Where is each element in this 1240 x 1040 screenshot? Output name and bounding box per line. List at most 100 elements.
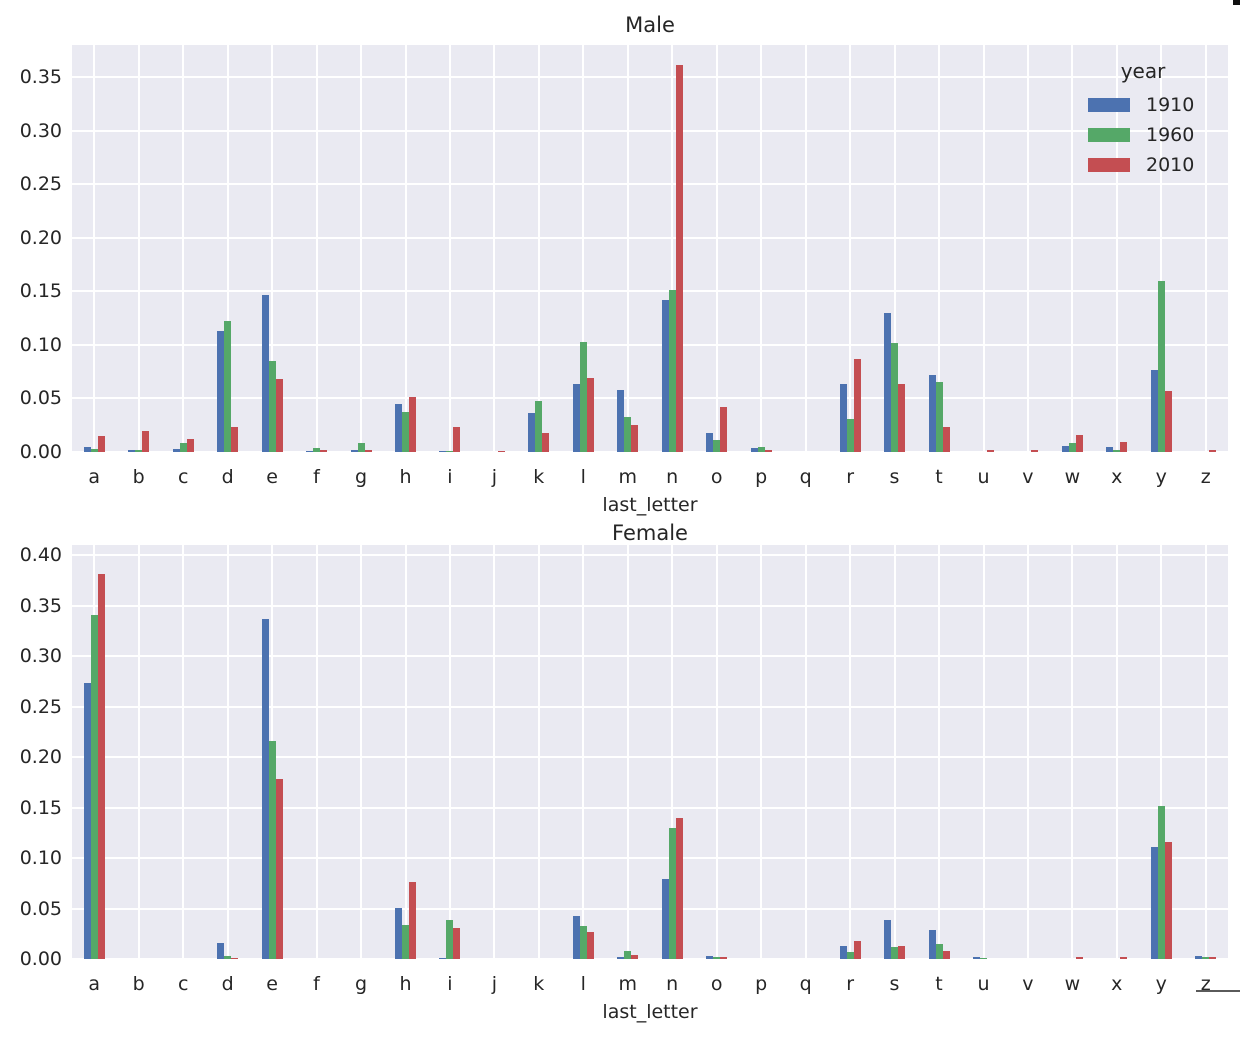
x-tick-label-q: q [799,466,812,488]
bar-1960-p [757,446,765,452]
gridline [1071,45,1074,452]
gridline [72,806,1228,809]
bar-1910-y [1150,369,1158,452]
bar-2010-o [720,407,728,452]
bar-1960-i [446,919,454,959]
y-tick-label: 0.05 [19,387,62,410]
gridline [1071,545,1074,959]
y-tick-label: 0.10 [19,847,62,869]
bar-2010-d [231,958,239,959]
female-chart-title: Female [612,521,688,545]
bar-2010-y [1164,841,1172,959]
gridline [626,545,629,959]
bar-2010-p [764,449,772,452]
bar-1910-b [128,449,136,452]
gridline [1115,45,1118,452]
bar-2010-x [1120,957,1128,959]
y-tick-label: 0.05 [19,897,62,920]
x-tick-label-r: r [846,466,854,488]
gridline [271,45,274,452]
legend-entry-1960: 1960 [1068,120,1218,150]
bar-2010-r [853,358,861,452]
gridline [360,545,362,959]
x-tick-label-f: f [313,973,320,995]
x-tick-label-p: p [755,973,768,995]
screenshot-artifact-bottom-right [1196,990,1240,992]
gridline [404,45,407,452]
legend-label-1960: 1960 [1146,124,1195,146]
bar-1910-o [706,956,714,959]
y-tick-label: 0.00 [19,948,62,970]
gridline [72,129,1228,132]
bar-1910-g [350,449,358,452]
x-tick-label-e: e [266,973,278,995]
bar-2010-z [1209,449,1217,452]
gridline [1204,545,1207,959]
x-tick-label-s: s [889,973,900,995]
gridline [72,705,1228,708]
bar-1910-d [217,942,225,959]
gridline [448,45,451,452]
bar-2010-b [142,430,150,452]
bar-1960-o [713,957,721,959]
x-tick-label-y: y [1155,973,1167,995]
y-tick-label: 0.40 [19,544,62,567]
x-tick-label-j: j [491,973,498,995]
x-tick-label-e: e [266,466,278,488]
x-tick-label-m: m [618,973,638,995]
bar-2010-r [853,940,861,959]
bar-2010-l [586,378,594,452]
bar-2010-v [1031,449,1039,452]
x-tick-label-p: p [755,466,768,488]
bar-2010-a [97,574,105,959]
x-tick-label-d: d [221,973,234,995]
bar-1960-b [135,449,143,452]
gridline [804,545,807,959]
bar-1960-h [402,412,409,452]
y-tick-label: 0.35 [19,594,62,617]
gridline [137,45,140,452]
bar-1960-a [90,448,98,452]
bar-1910-f [306,450,313,452]
x-tick-label-h: h [399,973,412,995]
x-tick-label-v: v [1022,973,1034,995]
bar-1960-e [268,740,276,959]
x-tick-label-l: l [580,973,586,995]
bar-1910-e [261,618,269,959]
legend-swatch-2010-icon [1088,158,1130,172]
bar-1910-d [217,331,225,452]
bar-2010-w [1075,957,1083,959]
legend-entry-1910: 1910 [1068,90,1218,120]
bar-1960-e [268,361,276,452]
gridline [715,545,718,959]
bar-1910-a [83,683,91,959]
legend-swatch-1960-icon [1088,128,1130,142]
bar-1910-n [661,879,669,959]
bar-1910-t [928,374,936,452]
bar-2010-d [231,427,239,452]
gridline [493,545,496,959]
x-tick-label-g: g [354,973,368,995]
bar-1960-o [713,440,721,452]
x-tick-label-i: i [447,973,453,995]
gridline [72,343,1228,346]
legend: year 1910 1960 2010 [1068,58,1218,180]
gridline [1026,545,1029,959]
x-tick-label-d: d [221,466,234,488]
bar-1960-i [446,450,454,452]
x-tick-label-s: s [889,466,900,488]
bar-1960-l [579,341,587,452]
bar-2010-i [453,427,461,452]
bar-2010-s [898,383,905,452]
bar-1960-h [402,924,409,959]
bar-1910-p [750,447,758,452]
bar-2010-j [497,450,505,452]
gridline [760,545,763,959]
x-tick-label-k: k [533,973,545,995]
bar-1960-w [1068,443,1076,452]
bar-2010-a [97,435,105,452]
legend-swatch-1910-icon [1088,98,1130,112]
y-tick-label: 0.15 [19,796,62,819]
gridline [893,45,896,452]
bar-1960-a [90,614,98,959]
